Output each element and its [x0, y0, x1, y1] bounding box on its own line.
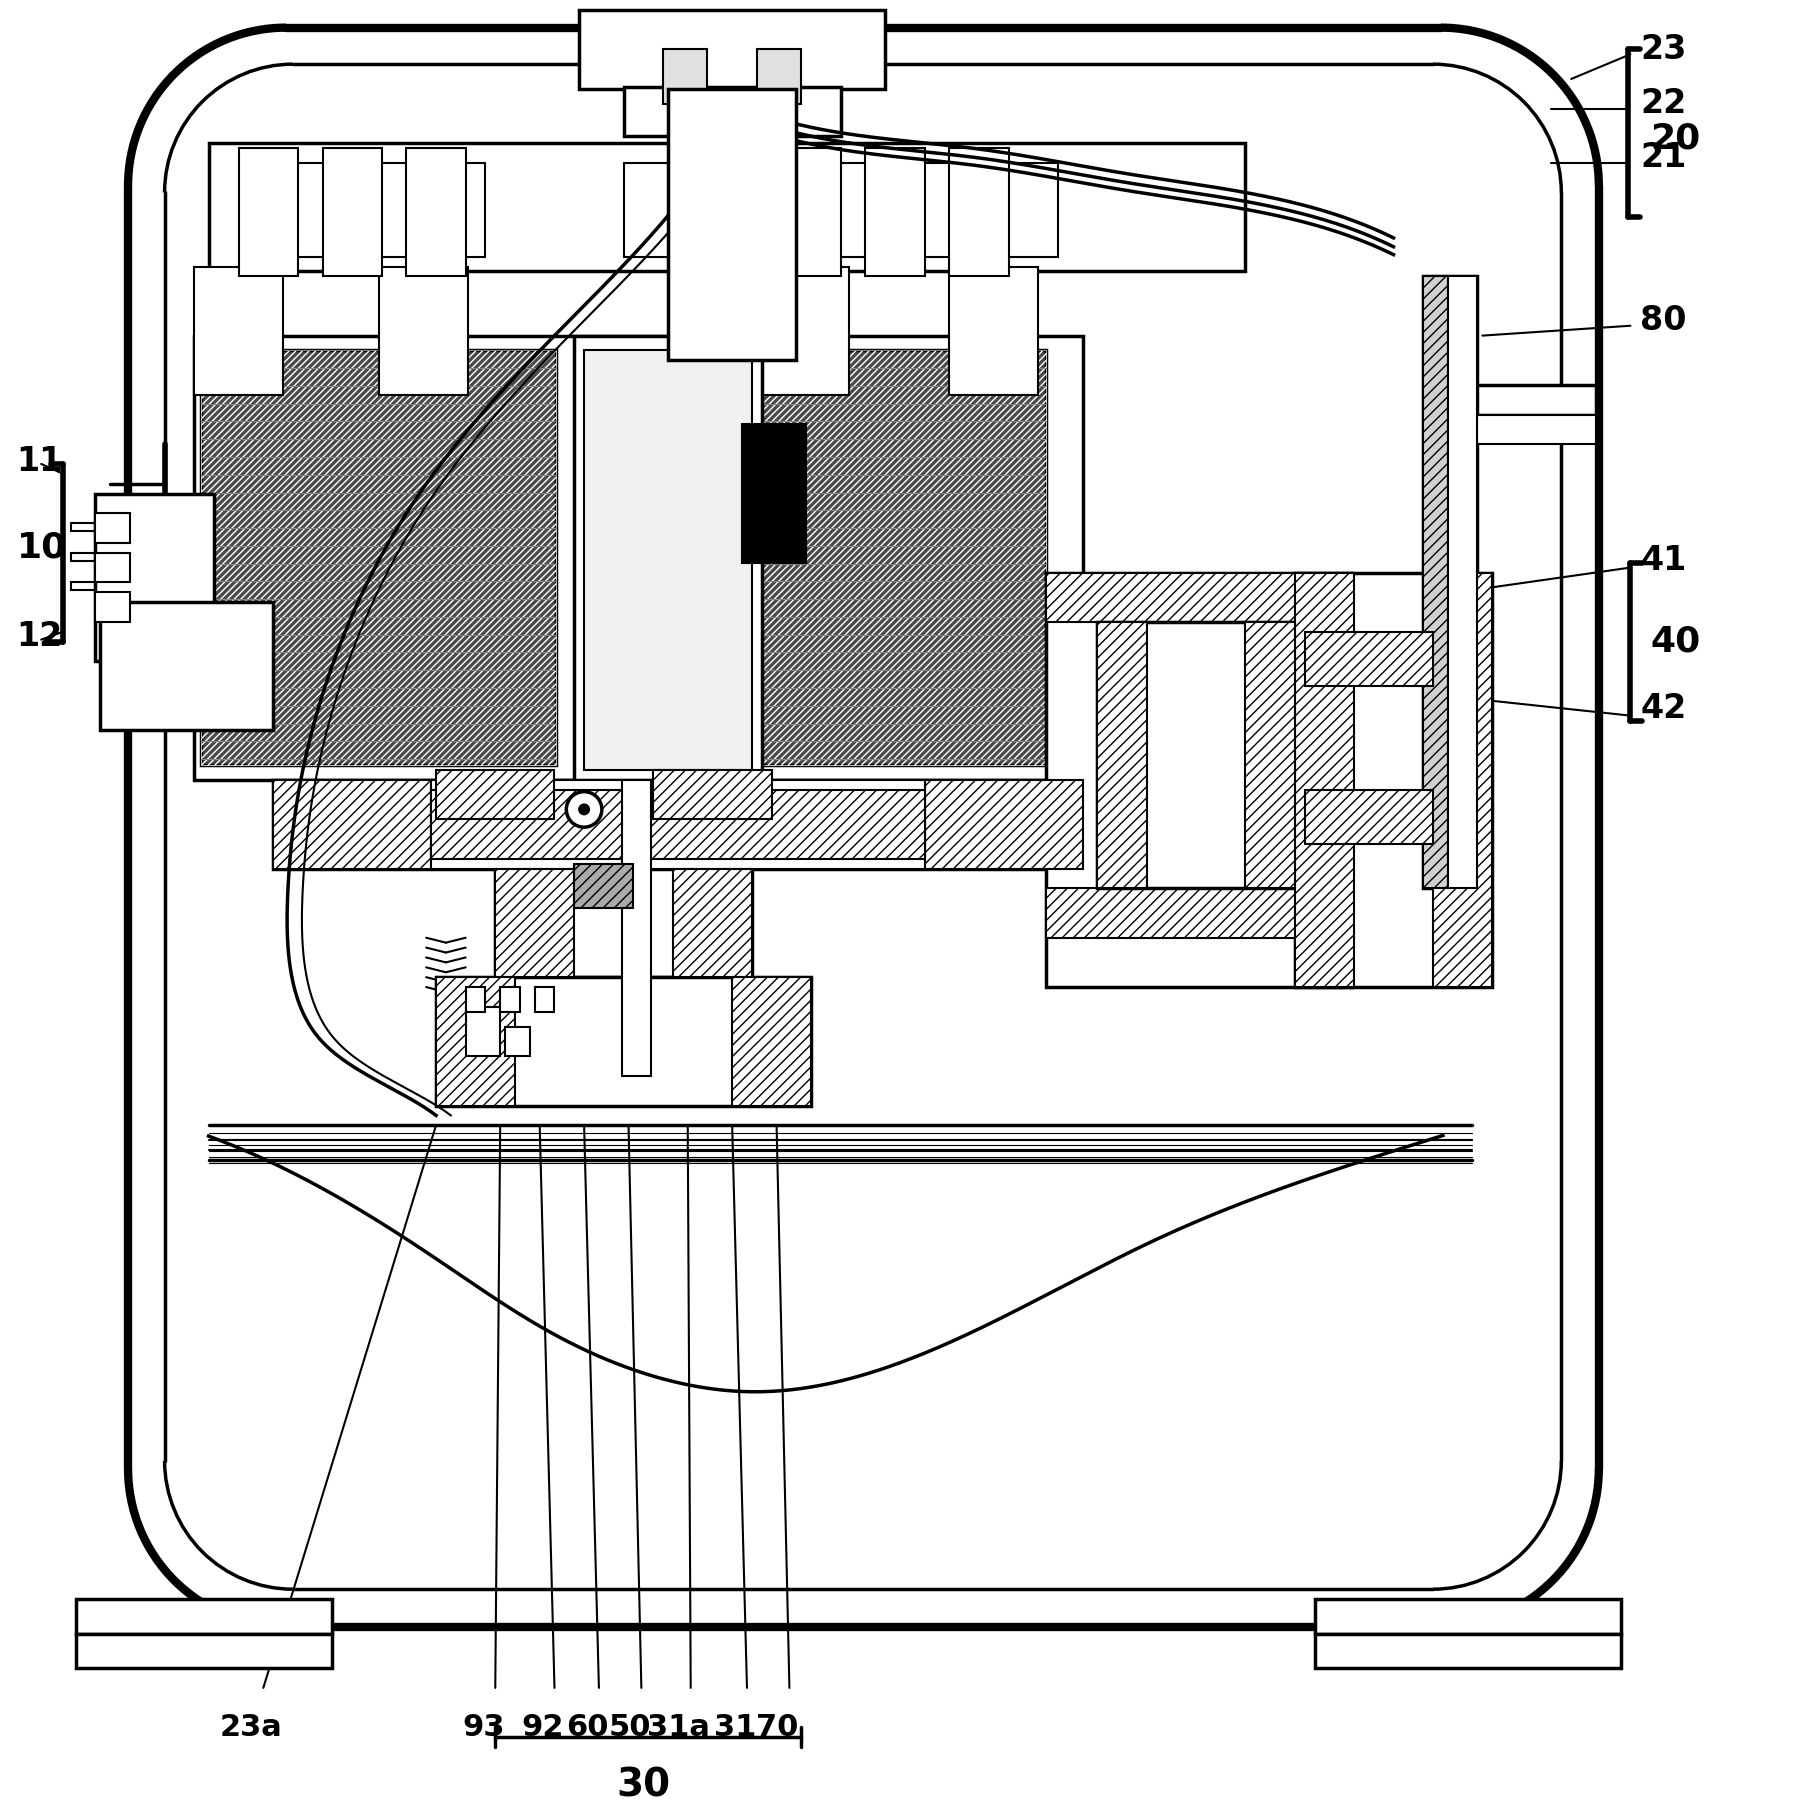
Bar	[653, 771, 772, 819]
Bar	[1432, 572, 1492, 988]
Bar	[1246, 622, 1294, 888]
Circle shape	[580, 805, 589, 814]
Bar	[436, 771, 555, 819]
Bar	[1097, 622, 1294, 888]
Bar	[465, 988, 485, 1011]
Bar	[1423, 277, 1449, 888]
Bar	[1046, 888, 1352, 937]
Bar	[501, 988, 521, 1011]
Bar	[741, 425, 806, 563]
Bar	[1097, 622, 1147, 888]
Bar	[95, 592, 129, 622]
Text: 23: 23	[1641, 33, 1687, 65]
Bar	[194, 266, 284, 394]
Bar	[583, 351, 752, 771]
Text: 12: 12	[16, 620, 63, 653]
Bar	[406, 148, 465, 277]
FancyBboxPatch shape	[0, 0, 1752, 1780]
Text: 93: 93	[461, 1713, 504, 1742]
Bar	[1314, 1634, 1621, 1668]
Bar	[504, 1026, 530, 1056]
Bar	[1046, 572, 1352, 988]
Bar	[95, 554, 129, 582]
Text: 11: 11	[16, 445, 63, 478]
Bar	[574, 336, 761, 780]
Text: 10: 10	[16, 530, 66, 564]
Bar	[781, 148, 840, 277]
Text: 30: 30	[616, 1767, 670, 1805]
Bar	[759, 351, 1046, 765]
Bar	[1423, 277, 1477, 888]
Bar	[201, 351, 556, 765]
Bar	[732, 977, 811, 1105]
Bar	[194, 336, 1082, 780]
Bar	[379, 266, 468, 394]
Bar	[757, 49, 801, 103]
Bar	[623, 163, 741, 257]
Bar	[673, 868, 752, 977]
Bar	[1477, 414, 1596, 445]
Bar	[201, 351, 556, 765]
Bar	[465, 1008, 501, 1056]
Bar	[101, 602, 273, 731]
Text: 70: 70	[756, 1713, 799, 1742]
Bar	[759, 266, 849, 394]
Circle shape	[567, 792, 601, 827]
Bar	[208, 143, 1246, 271]
Bar	[495, 868, 574, 977]
Bar	[574, 863, 634, 908]
Bar	[1046, 572, 1352, 622]
Text: 92: 92	[521, 1713, 564, 1742]
Bar	[273, 780, 1082, 868]
Bar	[759, 351, 1046, 765]
Bar	[1314, 1599, 1621, 1634]
Bar	[924, 780, 1082, 868]
Bar	[580, 9, 885, 89]
Text: 31: 31	[714, 1713, 756, 1742]
Bar	[323, 148, 382, 277]
Text: 31a: 31a	[648, 1713, 711, 1742]
Bar	[621, 780, 652, 1076]
Bar	[1305, 631, 1432, 686]
Bar	[535, 988, 555, 1011]
Bar	[75, 1634, 332, 1668]
Text: 20: 20	[1650, 121, 1700, 156]
Bar	[662, 49, 707, 103]
Text: 40: 40	[1650, 624, 1700, 658]
Bar	[1477, 385, 1596, 414]
Bar	[431, 780, 924, 868]
Bar	[831, 163, 1057, 257]
Bar	[273, 780, 431, 868]
Text: 42: 42	[1641, 693, 1687, 725]
Bar	[75, 1599, 332, 1634]
Text: 80: 80	[1641, 304, 1687, 336]
Bar	[1294, 572, 1353, 988]
Bar	[1305, 791, 1432, 845]
Text: 23a: 23a	[221, 1713, 284, 1742]
Bar	[950, 148, 1009, 277]
Bar	[95, 514, 129, 543]
Bar	[436, 977, 515, 1105]
Bar	[248, 163, 485, 257]
Bar	[495, 868, 752, 977]
Bar	[1449, 277, 1477, 888]
Bar	[436, 977, 811, 1105]
Bar	[950, 266, 1038, 394]
Bar	[682, 99, 781, 286]
Bar	[1294, 572, 1492, 988]
Text: 60: 60	[565, 1713, 609, 1742]
Text: 22: 22	[1641, 87, 1687, 119]
Text: 21: 21	[1641, 141, 1687, 174]
Bar	[668, 89, 797, 360]
Bar	[623, 87, 840, 136]
Text: 50: 50	[609, 1713, 652, 1742]
Bar	[95, 494, 214, 662]
Bar	[239, 148, 298, 277]
Bar	[865, 148, 924, 277]
Text: 41: 41	[1641, 545, 1687, 577]
Bar	[431, 791, 924, 859]
